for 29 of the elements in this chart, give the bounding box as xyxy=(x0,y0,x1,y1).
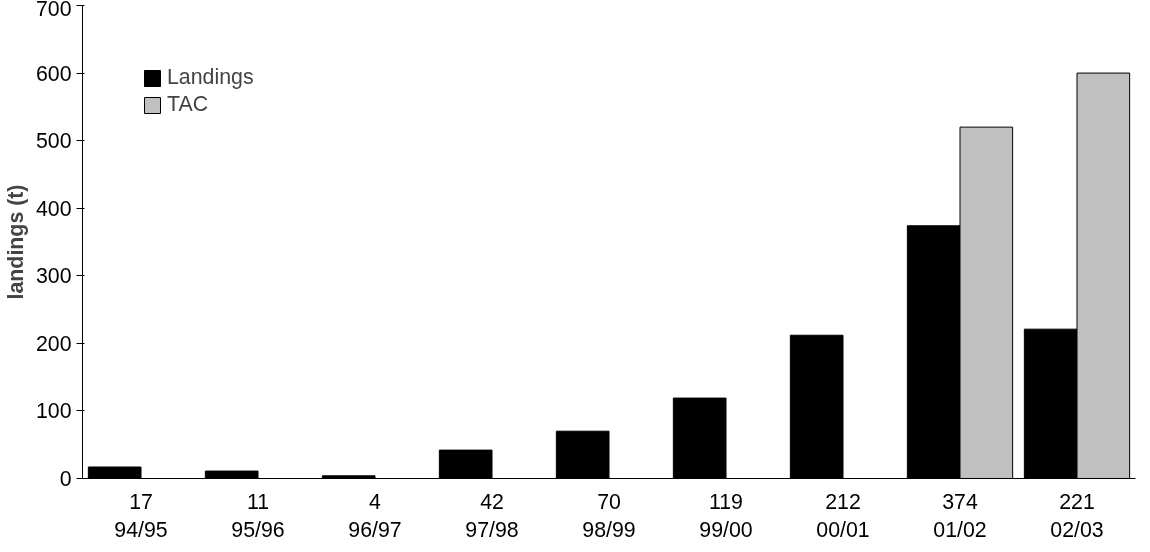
x-tick-label: 02/03 xyxy=(1050,518,1104,543)
y-tick-label: 100 xyxy=(35,399,72,424)
data-label: 4 xyxy=(369,489,382,514)
y-tick-label: 200 xyxy=(35,331,72,356)
data-label: 374 xyxy=(942,489,978,514)
y-tick-label: 600 xyxy=(35,61,72,86)
y-tick-label: 700 xyxy=(35,0,72,21)
data-label: 17 xyxy=(129,489,153,514)
y-axis-title: landings (t) xyxy=(3,184,28,300)
x-tick-label: 95/96 xyxy=(231,518,285,543)
data-label: 11 xyxy=(246,489,270,514)
legend-label: TAC xyxy=(167,92,209,117)
data-label: 221 xyxy=(1059,489,1095,514)
data-label: 70 xyxy=(597,489,621,514)
x-tick-label: 96/97 xyxy=(348,518,402,543)
data-label: 119 xyxy=(709,489,744,514)
y-tick-label: 400 xyxy=(35,196,72,221)
x-tick-label: 00/01 xyxy=(816,518,870,543)
legend-label: Landings xyxy=(167,65,254,90)
y-tick-label: 300 xyxy=(35,264,72,289)
x-tick-label: 98/99 xyxy=(582,518,636,543)
x-tick-label: 94/95 xyxy=(114,518,168,543)
y-tick-label: 0 xyxy=(59,467,72,491)
x-tick-label: 97/98 xyxy=(465,518,519,543)
y-tick-label: 500 xyxy=(35,129,72,154)
data-label: 42 xyxy=(480,489,504,514)
x-tick-label: 99/00 xyxy=(699,518,753,543)
x-tick-label: 01/02 xyxy=(933,518,987,543)
data-label: 212 xyxy=(825,489,861,514)
